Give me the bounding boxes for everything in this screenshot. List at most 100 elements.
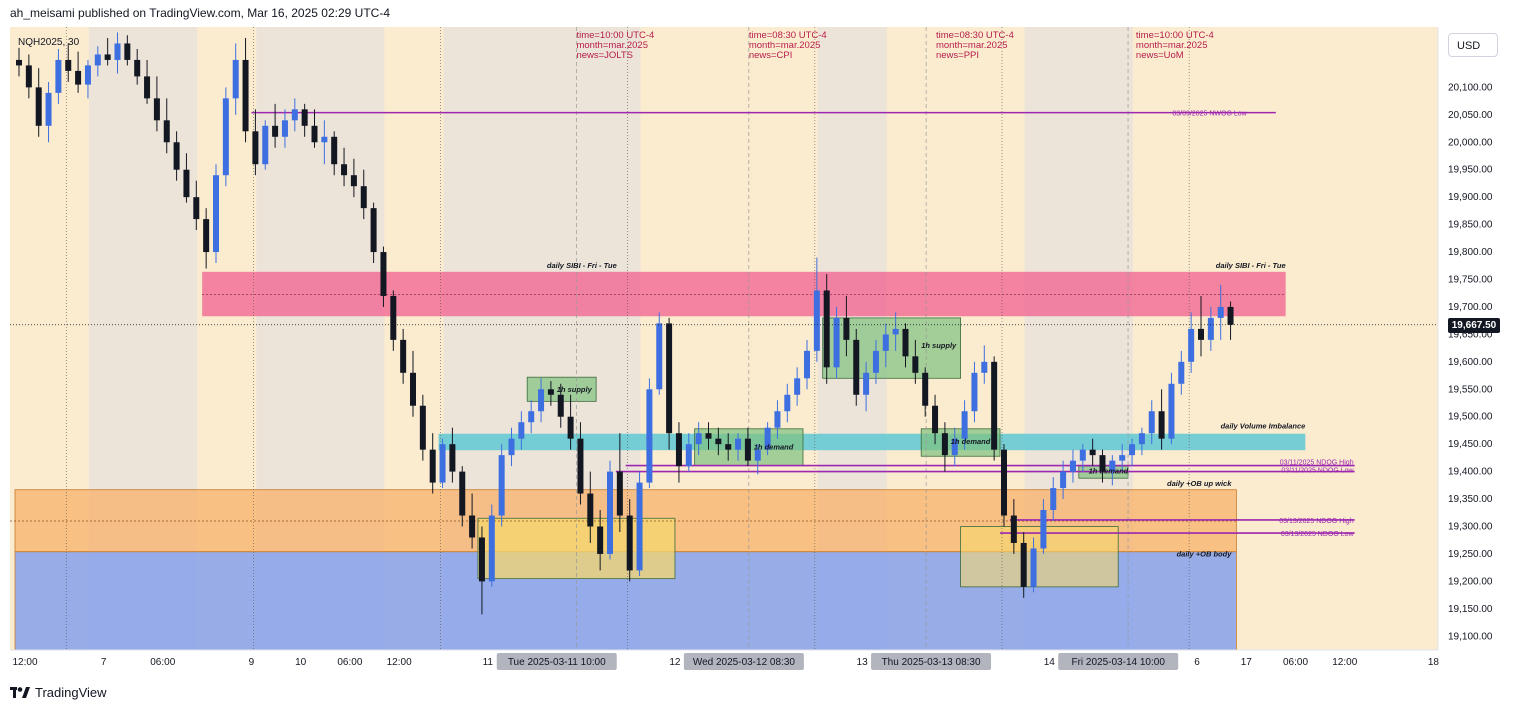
candle (843, 295, 850, 357)
candle (144, 59, 151, 104)
candle (1001, 444, 1007, 527)
candle-body (488, 515, 495, 582)
candle-body (1178, 361, 1185, 384)
candle (410, 350, 416, 417)
candle-body (538, 389, 545, 412)
candle (538, 378, 545, 423)
candle-body (75, 70, 82, 85)
candle-body (1050, 488, 1057, 511)
candle-body (863, 372, 870, 395)
candle-body (607, 471, 613, 554)
candle (971, 361, 978, 423)
candle (1020, 531, 1027, 598)
candle-body (311, 125, 318, 143)
candle-body (1119, 455, 1126, 461)
candle (1060, 460, 1067, 500)
volume-imbalance-label: daily Volume Imbalance (1221, 421, 1306, 430)
candle (695, 422, 702, 456)
candle (1040, 499, 1047, 554)
candle (459, 466, 466, 527)
candle-body (597, 526, 604, 554)
candle-body (1069, 460, 1076, 472)
candle (951, 427, 958, 467)
candle (1079, 444, 1086, 472)
candle (242, 37, 249, 143)
news-name-label: news=UoM (1136, 50, 1184, 61)
candle (961, 400, 968, 450)
candle-body (636, 482, 643, 571)
candle-body (941, 433, 948, 456)
candle-body (853, 339, 860, 395)
candle (725, 433, 732, 461)
time-tick-label: 06:00 (150, 657, 175, 668)
candle-body (675, 433, 682, 467)
candle (1217, 284, 1224, 340)
candle-body (419, 405, 426, 450)
candle (498, 444, 505, 527)
candle (419, 394, 426, 461)
candle (508, 427, 515, 467)
footer-branding[interactable]: TradingView (10, 685, 107, 700)
candle (715, 427, 722, 456)
candle-body (291, 109, 298, 121)
price-tick-label: 20,000.00 (1448, 137, 1493, 148)
candle-body (114, 43, 121, 60)
ndog-0311-low-label: 03/11/2025 NDOG Low (1281, 468, 1354, 475)
candle (607, 460, 613, 560)
time-tick-label: Tue 2025-03-11 10:00 (508, 657, 606, 668)
supply-1-label: 1h supply (557, 385, 593, 394)
candle-body (528, 411, 535, 423)
candle (774, 400, 781, 439)
candle-body (498, 455, 505, 516)
candle (804, 339, 810, 390)
candle-body (715, 438, 722, 445)
price-tick-label: 19,900.00 (1448, 192, 1493, 203)
candle (941, 422, 948, 472)
price-tick-label: 19,450.00 (1448, 439, 1493, 450)
candle-body (547, 389, 554, 395)
news-name-label: news=PPI (936, 50, 979, 61)
candle-body (872, 350, 879, 373)
news-month-label: month=mar.2025 (576, 40, 648, 51)
candle (449, 427, 456, 483)
currency-selector[interactable]: USD (1448, 33, 1498, 57)
candle-body (449, 444, 456, 472)
candle-body (341, 164, 348, 176)
news-time-label: time=08:30 UTC-4 (936, 30, 1014, 41)
candle (587, 471, 594, 543)
candle-body (912, 356, 919, 373)
ob-body-label: daily +OB body (1177, 550, 1233, 559)
candle-body (1217, 306, 1224, 318)
candle-body (213, 175, 219, 253)
candle (84, 59, 91, 99)
ob-wick-label: daily +OB up wick (1167, 479, 1232, 488)
candle (262, 120, 269, 170)
candle-body (1227, 306, 1234, 325)
candle (863, 361, 870, 412)
candle-body (922, 372, 929, 406)
last-price-label: 19,667.50 (1448, 318, 1500, 333)
candle (1050, 477, 1057, 522)
candle-body (1168, 383, 1175, 439)
tradingview-logo-icon (10, 686, 30, 698)
candle (55, 48, 62, 104)
candle (1089, 438, 1096, 467)
price-axis (1438, 27, 1505, 677)
candle-body (961, 411, 968, 439)
candle-body (892, 328, 899, 335)
candle-body (232, 59, 239, 99)
candle (557, 383, 564, 428)
candle-body (1030, 548, 1037, 587)
candle (764, 422, 771, 456)
candle (626, 499, 633, 582)
candle (1030, 537, 1037, 593)
candlestick-chart[interactable]: time=10:00 UTC-4month=mar.2025news=JOLTS… (10, 27, 1505, 677)
time-tick-label: Thu 2025-03-13 08:30 (882, 657, 981, 668)
candle-body (25, 65, 32, 88)
candle-body (222, 98, 229, 176)
zone-demand_2 (920, 428, 1001, 457)
candle (488, 504, 495, 587)
candle-body (469, 515, 476, 538)
time-tick-label: 17 (1241, 657, 1253, 668)
candle (25, 54, 32, 99)
